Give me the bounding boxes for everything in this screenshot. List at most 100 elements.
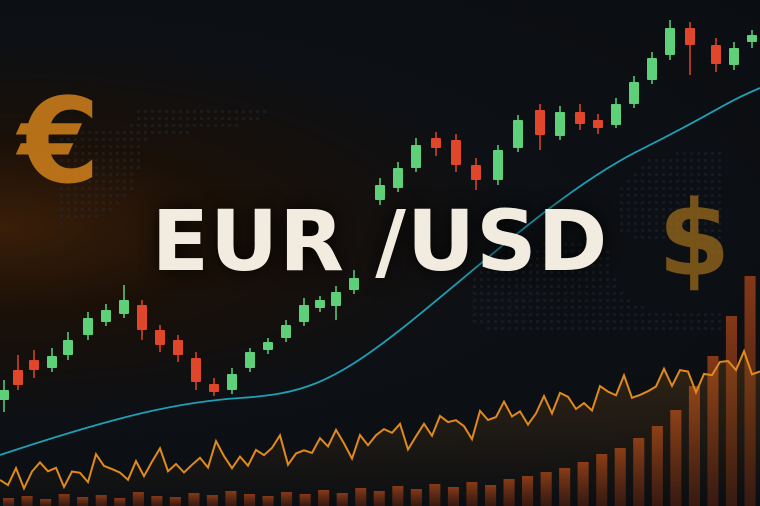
map-dot bbox=[606, 292, 609, 295]
map-dot bbox=[606, 299, 609, 302]
candlestick bbox=[629, 76, 639, 108]
map-dot bbox=[473, 292, 476, 295]
candlestick bbox=[513, 115, 523, 152]
map-dot bbox=[690, 327, 693, 330]
map-dot bbox=[60, 187, 63, 190]
map-dot bbox=[522, 278, 525, 281]
map-dot bbox=[221, 124, 224, 127]
map-dot bbox=[655, 222, 658, 225]
map-dot bbox=[655, 194, 658, 197]
candlestick bbox=[393, 162, 403, 192]
map-dot bbox=[704, 208, 707, 211]
map-dot bbox=[137, 124, 140, 127]
map-dot bbox=[592, 278, 595, 281]
map-dot bbox=[144, 110, 147, 113]
map-dot bbox=[599, 257, 602, 260]
map-dot bbox=[480, 306, 483, 309]
map-dot bbox=[228, 110, 231, 113]
map-dot bbox=[536, 306, 539, 309]
map-dot bbox=[662, 215, 665, 218]
map-dot bbox=[543, 264, 546, 267]
map-dot bbox=[662, 229, 665, 232]
map-dot bbox=[690, 159, 693, 162]
map-dot bbox=[473, 278, 476, 281]
map-dot bbox=[613, 299, 616, 302]
map-dot bbox=[151, 124, 154, 127]
map-dot bbox=[88, 194, 91, 197]
candle-body bbox=[209, 384, 219, 392]
map-dot bbox=[81, 138, 84, 141]
candle-body bbox=[593, 120, 603, 128]
map-dot bbox=[585, 327, 588, 330]
map-dot bbox=[564, 285, 567, 288]
map-dot bbox=[200, 124, 203, 127]
map-dot bbox=[487, 285, 490, 288]
map-dot bbox=[606, 250, 609, 253]
map-dot bbox=[662, 313, 665, 316]
map-dot bbox=[550, 243, 553, 246]
map-dot bbox=[543, 306, 546, 309]
map-dot bbox=[158, 117, 161, 120]
map-dot bbox=[102, 166, 105, 169]
map-dot bbox=[697, 152, 700, 155]
candlestick bbox=[575, 104, 585, 130]
map-dot bbox=[529, 292, 532, 295]
map-dot bbox=[592, 243, 595, 246]
map-dot bbox=[515, 292, 518, 295]
map-dot bbox=[578, 285, 581, 288]
candle-body bbox=[665, 28, 675, 55]
map-dot bbox=[473, 306, 476, 309]
candle-body bbox=[63, 340, 73, 355]
map-dot bbox=[564, 292, 567, 295]
map-dot bbox=[662, 173, 665, 176]
map-dot bbox=[704, 243, 707, 246]
map-dot bbox=[60, 131, 63, 134]
map-dot bbox=[242, 110, 245, 113]
map-dot bbox=[676, 229, 679, 232]
map-dot bbox=[60, 145, 63, 148]
map-dot bbox=[221, 117, 224, 120]
map-dot bbox=[88, 187, 91, 190]
map-dot bbox=[116, 194, 119, 197]
map-dot bbox=[711, 250, 714, 253]
map-dot bbox=[585, 271, 588, 274]
map-dot bbox=[116, 138, 119, 141]
map-dot bbox=[648, 215, 651, 218]
map-dot bbox=[214, 110, 217, 113]
map-dot bbox=[606, 306, 609, 309]
map-dot bbox=[186, 124, 189, 127]
map-dot bbox=[109, 131, 112, 134]
world-map-dot-pattern bbox=[60, 110, 721, 330]
map-dot bbox=[676, 152, 679, 155]
map-dot bbox=[620, 229, 623, 232]
map-dot bbox=[655, 201, 658, 204]
map-dot bbox=[529, 285, 532, 288]
candlestick bbox=[13, 355, 23, 390]
map-dot bbox=[599, 306, 602, 309]
candle-body bbox=[263, 342, 273, 350]
map-dot bbox=[214, 117, 217, 120]
map-dot bbox=[557, 250, 560, 253]
map-dot bbox=[711, 173, 714, 176]
map-dot bbox=[543, 313, 546, 316]
map-dot bbox=[669, 201, 672, 204]
map-dot bbox=[606, 320, 609, 323]
map-dot bbox=[641, 208, 644, 211]
map-dot bbox=[529, 320, 532, 323]
map-dot bbox=[676, 320, 679, 323]
map-dot bbox=[249, 117, 252, 120]
map-dot bbox=[697, 229, 700, 232]
map-dot bbox=[662, 236, 665, 239]
map-dot bbox=[571, 313, 574, 316]
map-dot bbox=[704, 327, 707, 330]
map-dot bbox=[606, 264, 609, 267]
map-dot bbox=[557, 264, 560, 267]
map-dot bbox=[543, 327, 546, 330]
map-dot bbox=[711, 236, 714, 239]
map-dot bbox=[95, 180, 98, 183]
map-dot bbox=[669, 159, 672, 162]
map-dot bbox=[95, 201, 98, 204]
map-dot bbox=[67, 145, 70, 148]
map-dot bbox=[655, 313, 658, 316]
